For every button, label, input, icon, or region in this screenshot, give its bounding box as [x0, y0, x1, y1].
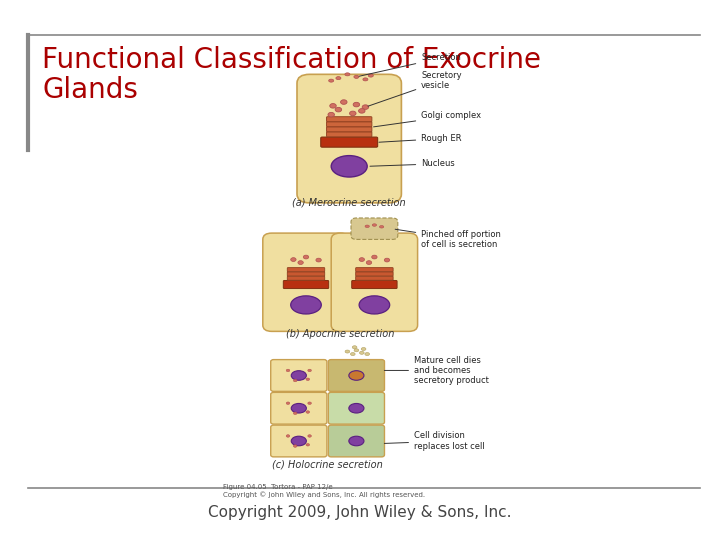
FancyBboxPatch shape: [287, 272, 325, 276]
Ellipse shape: [341, 100, 347, 104]
Ellipse shape: [316, 258, 321, 262]
FancyBboxPatch shape: [356, 272, 393, 276]
Ellipse shape: [362, 105, 369, 110]
FancyBboxPatch shape: [297, 75, 402, 203]
FancyBboxPatch shape: [321, 137, 377, 147]
FancyBboxPatch shape: [287, 268, 325, 272]
FancyBboxPatch shape: [327, 117, 372, 122]
FancyBboxPatch shape: [356, 276, 393, 280]
FancyBboxPatch shape: [351, 218, 398, 239]
Ellipse shape: [287, 369, 289, 372]
Ellipse shape: [359, 109, 365, 113]
Ellipse shape: [359, 296, 390, 314]
Text: (a) Merocrine secretion: (a) Merocrine secretion: [292, 198, 406, 208]
Ellipse shape: [363, 78, 368, 81]
FancyBboxPatch shape: [356, 268, 393, 272]
Text: Mature cell dies
and becomes
secretory product: Mature cell dies and becomes secretory p…: [384, 355, 489, 386]
Ellipse shape: [365, 225, 369, 227]
Ellipse shape: [372, 224, 377, 226]
Ellipse shape: [294, 445, 297, 447]
FancyBboxPatch shape: [271, 393, 327, 424]
Ellipse shape: [291, 258, 296, 261]
Text: Glands: Glands: [42, 76, 138, 104]
FancyBboxPatch shape: [328, 425, 384, 457]
Text: Cell division
replaces lost cell: Cell division replaces lost cell: [384, 431, 485, 451]
Ellipse shape: [354, 76, 359, 78]
Ellipse shape: [384, 258, 390, 262]
Text: Functional Classification of Exocrine: Functional Classification of Exocrine: [42, 46, 541, 74]
FancyBboxPatch shape: [271, 425, 327, 457]
FancyBboxPatch shape: [263, 233, 349, 332]
Ellipse shape: [354, 349, 359, 352]
Ellipse shape: [345, 350, 350, 353]
FancyBboxPatch shape: [352, 280, 397, 288]
Text: Golgi complex: Golgi complex: [374, 111, 482, 127]
Text: Secretion: Secretion: [359, 53, 461, 76]
Ellipse shape: [369, 74, 373, 77]
Ellipse shape: [291, 403, 307, 413]
Ellipse shape: [345, 73, 350, 76]
Ellipse shape: [354, 102, 360, 107]
Ellipse shape: [306, 443, 310, 446]
Ellipse shape: [287, 402, 289, 404]
Ellipse shape: [349, 436, 364, 446]
FancyBboxPatch shape: [284, 280, 328, 288]
Ellipse shape: [352, 346, 357, 349]
FancyBboxPatch shape: [328, 360, 384, 392]
Text: Figure 04.05  Tortora - PAP 12/e
Copyright © John Wiley and Sons, Inc. All right: Figure 04.05 Tortora - PAP 12/e Copyrigh…: [223, 484, 426, 498]
Ellipse shape: [307, 369, 312, 372]
Ellipse shape: [350, 111, 356, 116]
Ellipse shape: [291, 296, 321, 314]
Ellipse shape: [287, 435, 289, 437]
FancyBboxPatch shape: [287, 276, 325, 280]
Ellipse shape: [351, 353, 355, 355]
Ellipse shape: [349, 370, 364, 380]
Ellipse shape: [366, 261, 372, 265]
Text: (b) Apocrine secretion: (b) Apocrine secretion: [286, 329, 395, 339]
FancyBboxPatch shape: [328, 393, 384, 424]
Ellipse shape: [328, 112, 335, 117]
Ellipse shape: [329, 79, 334, 82]
FancyBboxPatch shape: [271, 360, 327, 392]
Ellipse shape: [303, 255, 309, 259]
Text: (c) Holocrine secretion: (c) Holocrine secretion: [272, 460, 383, 470]
Ellipse shape: [336, 77, 341, 79]
Ellipse shape: [359, 352, 364, 354]
Text: Rough ER: Rough ER: [379, 134, 462, 143]
Ellipse shape: [307, 402, 312, 404]
Text: Nucleus: Nucleus: [370, 159, 455, 168]
FancyBboxPatch shape: [331, 233, 418, 332]
FancyBboxPatch shape: [327, 132, 372, 137]
Ellipse shape: [294, 379, 297, 382]
Ellipse shape: [306, 378, 310, 381]
Text: Pinched off portion
of cell is secretion: Pinched off portion of cell is secretion: [395, 230, 501, 249]
Ellipse shape: [306, 411, 310, 413]
FancyBboxPatch shape: [327, 122, 372, 127]
Ellipse shape: [379, 226, 384, 228]
Ellipse shape: [336, 107, 342, 112]
Ellipse shape: [349, 403, 364, 413]
Text: Copyright 2009, John Wiley & Sons, Inc.: Copyright 2009, John Wiley & Sons, Inc.: [208, 504, 512, 519]
Ellipse shape: [294, 412, 297, 415]
FancyBboxPatch shape: [327, 127, 372, 132]
Ellipse shape: [361, 348, 366, 350]
Ellipse shape: [298, 261, 303, 265]
Ellipse shape: [291, 436, 307, 446]
Ellipse shape: [359, 258, 364, 261]
Ellipse shape: [307, 435, 312, 437]
Ellipse shape: [365, 353, 369, 355]
Ellipse shape: [372, 255, 377, 259]
Ellipse shape: [331, 156, 367, 177]
Ellipse shape: [291, 370, 307, 380]
Ellipse shape: [330, 104, 336, 108]
Text: Secretory
vesicle: Secretory vesicle: [368, 71, 462, 106]
